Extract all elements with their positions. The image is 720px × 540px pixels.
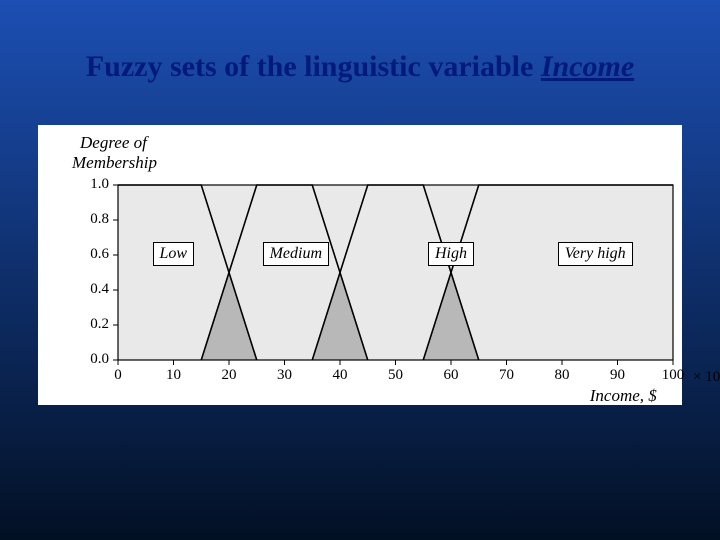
x-tick-label: 70 — [487, 367, 527, 384]
y-tick-label: 0.4 — [38, 281, 109, 298]
y-tick-label: 0.2 — [38, 316, 109, 333]
x-tick-label: 0 — [98, 367, 138, 384]
x-axis-label: Income, $ — [590, 386, 657, 406]
x-tick-label: 90 — [598, 367, 638, 384]
set-label-medium: Medium — [263, 242, 329, 266]
x-tick-label: 30 — [265, 367, 305, 384]
x-tick-label: 100 — [653, 367, 693, 384]
x-tick-label: 80 — [542, 367, 582, 384]
y-tick-label: 0.8 — [38, 211, 109, 228]
y-tick-label: 0.6 — [38, 246, 109, 263]
x-tick-label: 40 — [320, 367, 360, 384]
slide: Fuzzy sets of the linguistic variable In… — [0, 0, 720, 540]
y-tick-label: 0.0 — [38, 351, 109, 368]
x-tick-label: 50 — [376, 367, 416, 384]
x-tick-label: 20 — [209, 367, 249, 384]
x-tick-label: 10 — [154, 367, 194, 384]
x-tick-label: 60 — [431, 367, 471, 384]
slide-title: Fuzzy sets of the linguistic variable In… — [0, 50, 720, 84]
title-text: Fuzzy sets of the linguistic variable — [86, 50, 541, 83]
set-label-high: High — [428, 242, 474, 266]
chart-panel: Degree of Membership 1.00.80.60.40.20.0 … — [38, 125, 682, 405]
x-unit-prefix: × 10 — [693, 369, 720, 385]
set-label-low: Low — [153, 242, 195, 266]
title-underlined: Income — [541, 50, 634, 83]
set-label-veryhigh: Very high — [558, 242, 633, 266]
x-axis-unit: × 103 — [693, 367, 720, 386]
y-tick-label: 1.0 — [38, 176, 109, 193]
